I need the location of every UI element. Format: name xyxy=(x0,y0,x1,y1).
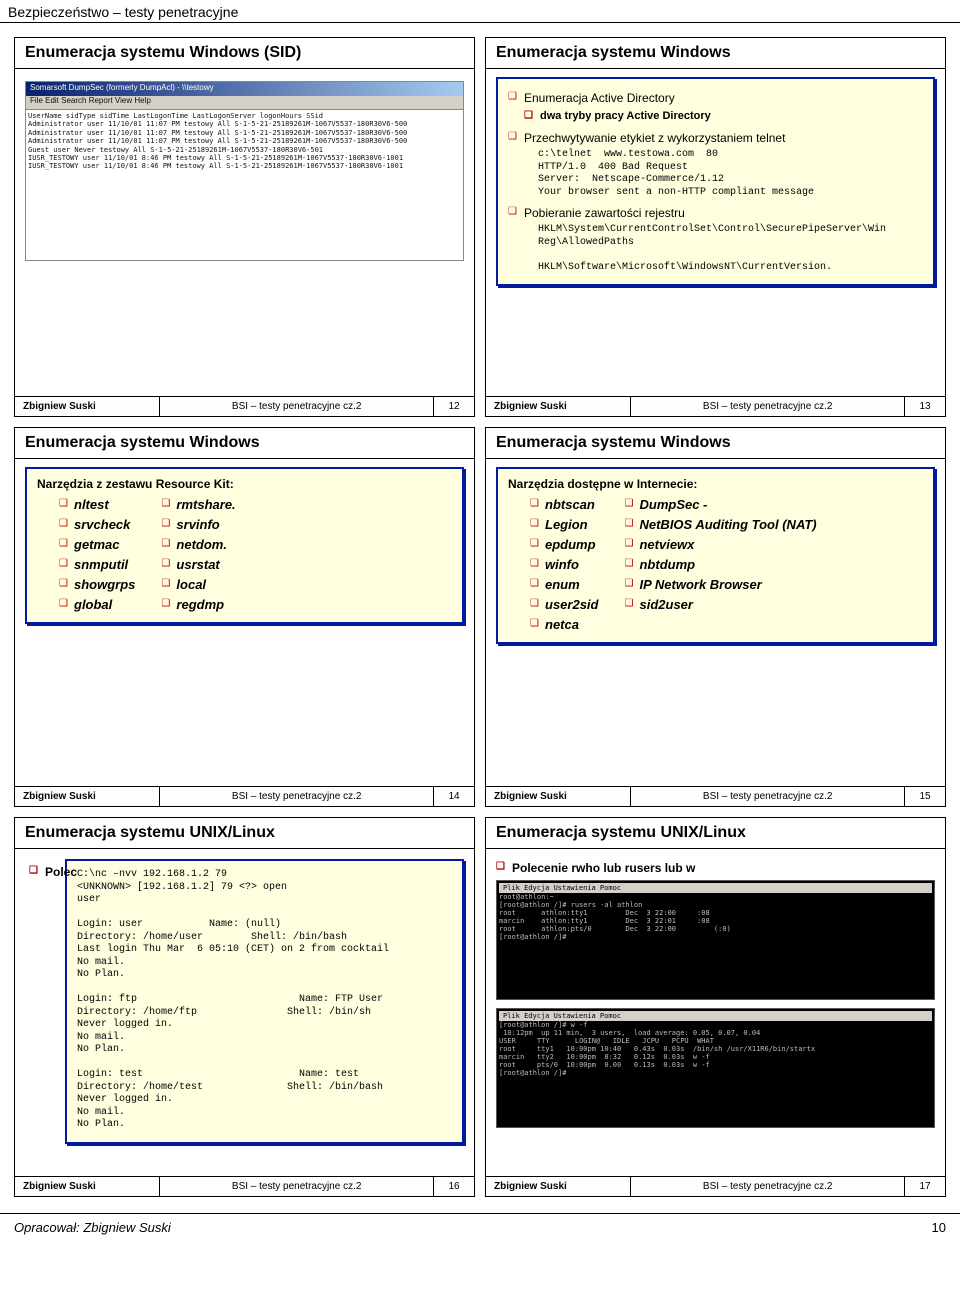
slide-12: Enumeracja systemu Windows (SID) Somarso… xyxy=(14,37,475,417)
terminal-body: root@athlon:~ [root@athlon /]# rusers -a… xyxy=(499,893,932,941)
page-footer-author: Opracował: Zbigniew Suski xyxy=(14,1220,171,1235)
slide-title: Enumeracja systemu UNIX/Linux xyxy=(486,818,945,849)
slide-16: Enumeracja systemu UNIX/Linux Polec C:\n… xyxy=(14,817,475,1197)
footer-author: Zbigniew Suski xyxy=(15,397,160,416)
window-body: UserName sidType sidTime LastLogonTime L… xyxy=(26,110,463,260)
slide-14: Enumeracja systemu Windows Narzędzia z z… xyxy=(14,427,475,807)
footer-author: Zbigniew Suski xyxy=(486,1177,631,1196)
content-box: Narzędzia dostępne w Internecie: nbtscan… xyxy=(496,467,935,644)
footer-author: Zbigniew Suski xyxy=(486,787,631,806)
slides-grid: Enumeracja systemu Windows (SID) Somarso… xyxy=(0,23,960,1211)
bullet-ad: Enumeracja Active Directory xyxy=(508,90,923,106)
tool-item: sid2user xyxy=(624,597,816,612)
tool-item: nbtdump xyxy=(624,557,816,572)
tool-item: user2sid xyxy=(530,597,598,612)
footer-page-num: 17 xyxy=(905,1177,945,1196)
slide-footer: Zbigniew Suski BSI – testy penetracyjne … xyxy=(15,786,474,806)
footer-course: BSI – testy penetracyjne cz.2 xyxy=(160,787,434,806)
tool-col-2: DumpSec - NetBIOS Auditing Tool (NAT) netv… xyxy=(624,497,816,632)
footer-course: BSI – testy penetracyjne cz.2 xyxy=(160,1177,434,1196)
tool-item: rmtshare. xyxy=(161,497,235,512)
slide-footer: Zbigniew Suski BSI – testy penetracyjne … xyxy=(486,396,945,416)
terminal-w: Plik Edycja Ustawienia Pomoc [root@athlo… xyxy=(496,1008,935,1128)
slide-footer: Zbigniew Suski BSI – testy penetracyjne … xyxy=(15,396,474,416)
slide-15: Enumeracja systemu Windows Narzędzia dos… xyxy=(485,427,946,807)
bullet-ad-sub: dwa tryby pracy Active Directory xyxy=(524,109,923,124)
slide-footer: Zbigniew Suski BSI – testy penetracyjne … xyxy=(486,1176,945,1196)
footer-page-num: 14 xyxy=(434,787,474,806)
bullet-telnet: Przechwytywanie etykiet z wykorzystaniem… xyxy=(508,130,923,146)
bullet-rwho: Polecenie rwho lub rusers lub w xyxy=(496,860,935,876)
bullet-polecenie: Polec xyxy=(29,864,77,880)
registry-output: HKLM\System\CurrentControlSet\Control\Se… xyxy=(538,224,923,274)
tool-item: regdmp xyxy=(161,597,235,612)
tool-columns: nltest srvcheck getmac snmputil showgrps glob… xyxy=(59,497,452,612)
tool-item: netviewx xyxy=(624,537,816,552)
footer-course: BSI – testy penetracyjne cz.2 xyxy=(631,397,905,416)
tool-item: nltest xyxy=(59,497,135,512)
tool-col-1: nltest srvcheck getmac snmputil showgrps glob… xyxy=(59,497,135,612)
tool-item: IP Network Browser xyxy=(624,577,816,592)
tool-item: Legion xyxy=(530,517,598,532)
tool-item: enum xyxy=(530,577,598,592)
window-menubar: File Edit Search Report View Help xyxy=(26,96,463,110)
slide-title: Enumeracja systemu UNIX/Linux xyxy=(15,818,474,849)
footer-author: Zbigniew Suski xyxy=(486,397,631,416)
tool-item: showgrps xyxy=(59,577,135,592)
finger-output: C:\nc –nvv 192.168.1.2 79 <UNKNOWN> [192… xyxy=(77,869,452,1132)
tool-col-2: rmtshare. srvinfo netdom. usrstat local regdm… xyxy=(161,497,235,612)
terminal-titlebar: Plik Edycja Ustawienia Pomoc xyxy=(499,1011,932,1021)
content-box: C:\nc –nvv 192.168.1.2 79 <UNKNOWN> [192… xyxy=(65,859,464,1144)
footer-page-num: 15 xyxy=(905,787,945,806)
box-subhead: Narzędzia dostępne w Internecie: xyxy=(508,477,923,491)
window-titlebar: Somarsoft DumpSec (formerly DumpAcl) - \… xyxy=(26,82,463,96)
slide-footer: Zbigniew Suski BSI – testy penetracyjne … xyxy=(15,1176,474,1196)
terminal-titlebar: Plik Edycja Ustawienia Pomoc xyxy=(499,883,932,893)
box-subhead: Narzędzia z zestawu Resource Kit: xyxy=(37,477,452,491)
tool-item: netdom. xyxy=(161,537,235,552)
footer-page-num: 13 xyxy=(905,397,945,416)
tool-item: snmputil xyxy=(59,557,135,572)
tool-columns: nbtscan Legion epdump winfo enum user2sid netc… xyxy=(530,497,923,632)
terminal-rusers: Plik Edycja Ustawienia Pomoc root@athlon… xyxy=(496,880,935,1000)
tool-item: srvcheck xyxy=(59,517,135,532)
footer-page-num: 12 xyxy=(434,397,474,416)
tool-item: NetBIOS Auditing Tool (NAT) xyxy=(624,517,816,532)
footer-page-num: 16 xyxy=(434,1177,474,1196)
footer-author: Zbigniew Suski xyxy=(15,787,160,806)
tool-item: getmac xyxy=(59,537,135,552)
tool-item: nbtscan xyxy=(530,497,598,512)
slide-title: Enumeracja systemu Windows xyxy=(486,428,945,459)
terminal-body: [root@athlon /]# w -f 10:12pm up 11 min,… xyxy=(499,1021,932,1077)
tool-item: epdump xyxy=(530,537,598,552)
tool-item: srvinfo xyxy=(161,517,235,532)
content-box: Enumeracja Active Directory dwa tryby pr… xyxy=(496,77,935,286)
content-box: Narzędzia z zestawu Resource Kit: nltest… xyxy=(25,467,464,624)
slide-footer: Zbigniew Suski BSI – testy penetracyjne … xyxy=(486,786,945,806)
tool-item: usrstat xyxy=(161,557,235,572)
page-footer-number: 10 xyxy=(932,1220,946,1235)
slide-title: Enumeracja systemu Windows xyxy=(486,38,945,69)
slide-title: Enumeracja systemu Windows xyxy=(15,428,474,459)
footer-course: BSI – testy penetracyjne cz.2 xyxy=(631,787,905,806)
page-header: Bezpieczeństwo – testy penetracyjne xyxy=(0,0,960,23)
tool-item: global xyxy=(59,597,135,612)
slide-17: Enumeracja systemu UNIX/Linux Polecenie … xyxy=(485,817,946,1197)
page-footer: Opracował: Zbigniew Suski 10 xyxy=(0,1213,960,1245)
telnet-output: c:\telnet www.testowa.com 80 HTTP/1.0 40… xyxy=(538,149,923,199)
footer-course: BSI – testy penetracyjne cz.2 xyxy=(160,397,434,416)
tool-item: winfo xyxy=(530,557,598,572)
footer-course: BSI – testy penetracyjne cz.2 xyxy=(631,1177,905,1196)
slide-title: Enumeracja systemu Windows (SID) xyxy=(15,38,474,69)
tool-item: netca xyxy=(530,617,598,632)
tool-col-1: nbtscan Legion epdump winfo enum user2sid netc… xyxy=(530,497,598,632)
tool-item: local xyxy=(161,577,235,592)
dumpsec-screenshot: Somarsoft DumpSec (formerly DumpAcl) - \… xyxy=(25,81,464,261)
footer-author: Zbigniew Suski xyxy=(15,1177,160,1196)
bullet-registry: Pobieranie zawartości rejestru xyxy=(508,205,923,221)
slide-13: Enumeracja systemu Windows Enumeracja Ac… xyxy=(485,37,946,417)
tool-item: DumpSec - xyxy=(624,497,816,512)
